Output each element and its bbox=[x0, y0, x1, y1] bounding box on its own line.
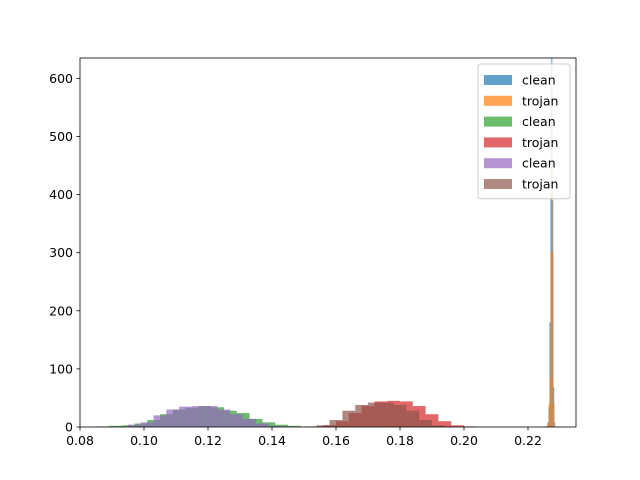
x-tick-label: 0.20 bbox=[450, 433, 478, 448]
histogram-bar bbox=[342, 410, 356, 427]
legend-item: clean bbox=[484, 114, 556, 129]
axes: 0.08 0.10 0.12 0.14 0.16 0.18 0.20 0.22 0 100 200 3… bbox=[49, 57, 577, 448]
histogram-bar bbox=[432, 425, 445, 427]
legend-swatch bbox=[484, 95, 512, 106]
y-tick-label: 500 bbox=[49, 129, 73, 144]
legend-item: trojan bbox=[484, 177, 558, 192]
y-tick-label: 600 bbox=[49, 71, 73, 86]
histogram-bar bbox=[230, 414, 244, 427]
legend: clean trojan clean trojan clean trojan bbox=[477, 63, 571, 200]
axes-frame bbox=[79, 57, 577, 428]
histogram-bar bbox=[275, 424, 288, 427]
histogram-bar bbox=[549, 377, 551, 427]
histogram-bar bbox=[243, 418, 256, 427]
x-tick-label: 0.22 bbox=[514, 433, 542, 448]
legend-swatch bbox=[484, 75, 512, 85]
histogram-bar bbox=[451, 425, 464, 427]
x-tick-label: 0.10 bbox=[130, 433, 158, 448]
histogram-bar bbox=[128, 424, 141, 427]
histogram-bar bbox=[419, 420, 432, 427]
histogram-bar bbox=[166, 409, 180, 427]
histogram-bar bbox=[393, 404, 407, 427]
histogram-bar bbox=[368, 402, 381, 427]
histogram-bar bbox=[549, 322, 551, 427]
legend-label: clean bbox=[522, 73, 556, 88]
legend-label: clean bbox=[522, 156, 556, 171]
series-4-clean bbox=[115, 406, 295, 427]
histogram-bar bbox=[268, 425, 282, 427]
histogram-bar bbox=[406, 410, 420, 427]
legend-swatch bbox=[484, 179, 512, 189]
histogram-bar bbox=[551, 165, 553, 427]
legend-label: clean bbox=[522, 114, 556, 129]
legend-label: trojan bbox=[522, 135, 558, 150]
x-tick-label: 0.14 bbox=[258, 433, 286, 448]
y-tick-label: 100 bbox=[49, 361, 73, 376]
legend-swatch bbox=[484, 137, 512, 148]
legend-item: trojan bbox=[484, 135, 558, 150]
histogram-bar bbox=[548, 403, 550, 427]
histogram-bar bbox=[552, 252, 554, 427]
histogram-bar bbox=[179, 406, 192, 427]
histogram-bar bbox=[550, 252, 552, 427]
legend-swatch bbox=[484, 158, 512, 169]
histogram-bar bbox=[438, 421, 452, 427]
y-tick-label: 300 bbox=[49, 245, 73, 260]
y-tick-label: 400 bbox=[49, 187, 73, 202]
x-tick-label: 0.18 bbox=[386, 433, 414, 448]
histogram-bar bbox=[204, 406, 218, 427]
histogram-bar bbox=[547, 423, 549, 427]
legend-item: clean bbox=[484, 156, 556, 171]
legend-label: trojan bbox=[522, 93, 558, 108]
y-tick-label: 200 bbox=[49, 303, 73, 318]
legend-label: trojan bbox=[522, 177, 558, 192]
histogram-bar bbox=[554, 422, 556, 427]
x-tick-label: 0.16 bbox=[322, 433, 350, 448]
histogram-bar bbox=[217, 409, 231, 427]
legend-swatch bbox=[484, 116, 512, 127]
histogram-bar bbox=[380, 402, 394, 427]
histogram-bar bbox=[329, 420, 343, 427]
histogram-bar bbox=[153, 415, 167, 427]
series-1-trojan bbox=[547, 165, 555, 427]
legend-item: clean bbox=[484, 73, 556, 88]
x-tick-label: 0.08 bbox=[66, 433, 94, 448]
histogram-bars bbox=[96, 58, 556, 427]
x-tick-label: 0.12 bbox=[194, 433, 222, 448]
histogram-bar bbox=[355, 404, 368, 427]
histogram-bar bbox=[256, 423, 269, 427]
legend-item: trojan bbox=[484, 93, 558, 108]
histogram-bar bbox=[192, 406, 205, 427]
histogram-bar bbox=[316, 425, 330, 427]
series-5-trojan bbox=[304, 402, 458, 427]
y-tick-label: 0 bbox=[65, 420, 73, 435]
histogram-bar bbox=[553, 403, 555, 427]
histogram-bar bbox=[140, 422, 154, 427]
histogram-bar bbox=[546, 425, 548, 427]
